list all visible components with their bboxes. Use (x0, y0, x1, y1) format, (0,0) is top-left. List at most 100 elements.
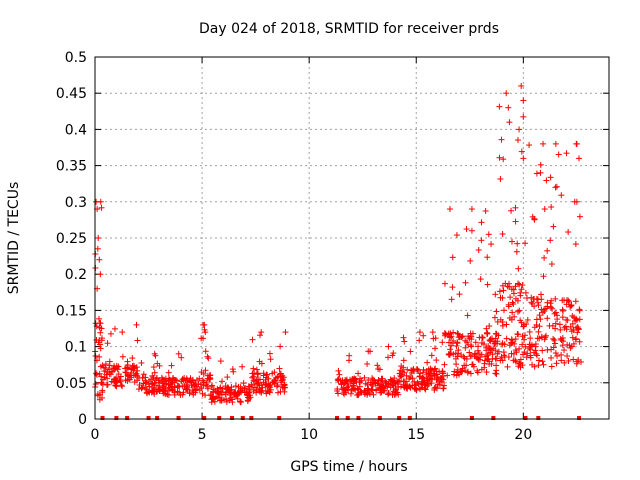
data-point (384, 383, 391, 390)
data-point (396, 377, 403, 384)
data-point (467, 257, 474, 264)
data-point (514, 137, 521, 144)
data-point (278, 379, 285, 386)
data-point (563, 316, 570, 323)
data-point (573, 358, 580, 365)
data-point (428, 352, 435, 359)
data-point (535, 328, 542, 335)
data-point (549, 305, 556, 312)
data-point (534, 299, 541, 306)
data-point (466, 349, 473, 356)
data-point (153, 374, 160, 381)
data-point (429, 366, 436, 373)
data-point (441, 361, 448, 368)
zero-marker (377, 416, 382, 420)
data-point (511, 340, 518, 347)
data-point (151, 382, 158, 389)
data-point (492, 291, 499, 298)
data-point (569, 312, 576, 319)
data-point (496, 103, 503, 110)
data-point (499, 341, 506, 348)
data-point (100, 364, 107, 371)
zero-marker (202, 416, 207, 420)
data-point (96, 315, 103, 322)
data-point (574, 323, 581, 330)
y-tick-label: 0.05 (56, 376, 87, 392)
data-point (552, 350, 559, 357)
data-point (176, 389, 183, 396)
data-point (416, 329, 423, 336)
data-point (576, 213, 583, 220)
data-point (561, 324, 568, 331)
zero-marker (249, 416, 254, 420)
data-point (512, 358, 519, 365)
data-point (125, 376, 132, 383)
data-point (538, 333, 545, 340)
data-point (492, 339, 499, 346)
data-point (487, 349, 494, 356)
chart-title: Day 024 of 2018, SRMTID for receiver prd… (199, 21, 499, 37)
data-point (111, 325, 118, 332)
data-point (145, 388, 152, 395)
data-point (232, 383, 239, 390)
data-point (276, 365, 283, 372)
data-point (243, 391, 250, 398)
data-point (346, 352, 353, 359)
data-point (160, 387, 167, 394)
data-point (573, 335, 580, 342)
data-point (467, 353, 474, 360)
grid-lines (95, 57, 609, 419)
data-point (347, 390, 354, 397)
data-point (514, 331, 521, 338)
data-point (240, 380, 247, 387)
data-point (183, 381, 190, 388)
data-point (552, 295, 559, 302)
data-point (560, 307, 567, 314)
data-point (258, 329, 265, 336)
data-point (94, 245, 101, 252)
data-point (503, 90, 510, 97)
data-point (390, 388, 397, 395)
data-point (273, 383, 280, 390)
data-point (558, 357, 565, 364)
data-point (391, 391, 398, 398)
data-point (446, 333, 453, 340)
data-point (482, 353, 489, 360)
zero-marker (491, 416, 496, 420)
data-point (552, 309, 559, 316)
y-tick-label: 0.3 (65, 195, 87, 211)
zero-marker (277, 416, 282, 420)
data-point (165, 369, 172, 376)
data-point (400, 378, 407, 385)
zero-marker (230, 416, 235, 420)
axis-ticks: 0 0.05 0.1 0.15 0.2 0.25 0.3 0.35 0.4 0.45 0.5 0 5 10… (56, 50, 609, 443)
data-point (573, 140, 580, 147)
data-point (541, 254, 548, 261)
data-point (139, 374, 146, 381)
data-point (432, 365, 439, 372)
data-point (379, 375, 386, 382)
data-point (547, 174, 554, 181)
data-point (482, 207, 489, 214)
data-point (510, 301, 517, 308)
data-point (527, 335, 534, 342)
data-point (526, 341, 533, 348)
data-point (107, 330, 114, 337)
data-point (512, 204, 519, 211)
data-point (446, 206, 453, 213)
data-point (508, 207, 515, 214)
data-point (131, 378, 138, 385)
data-point (449, 254, 456, 261)
data-point (437, 374, 444, 381)
data-point (260, 372, 267, 379)
data-point (468, 333, 475, 340)
zero-marker (125, 416, 130, 420)
data-point (138, 359, 145, 366)
data-point (512, 347, 519, 354)
data-point (572, 298, 579, 305)
data-point (513, 248, 520, 255)
data-point (172, 377, 179, 384)
data-point (467, 370, 474, 377)
data-point (499, 282, 506, 289)
y-tick-label: 0 (78, 412, 87, 428)
